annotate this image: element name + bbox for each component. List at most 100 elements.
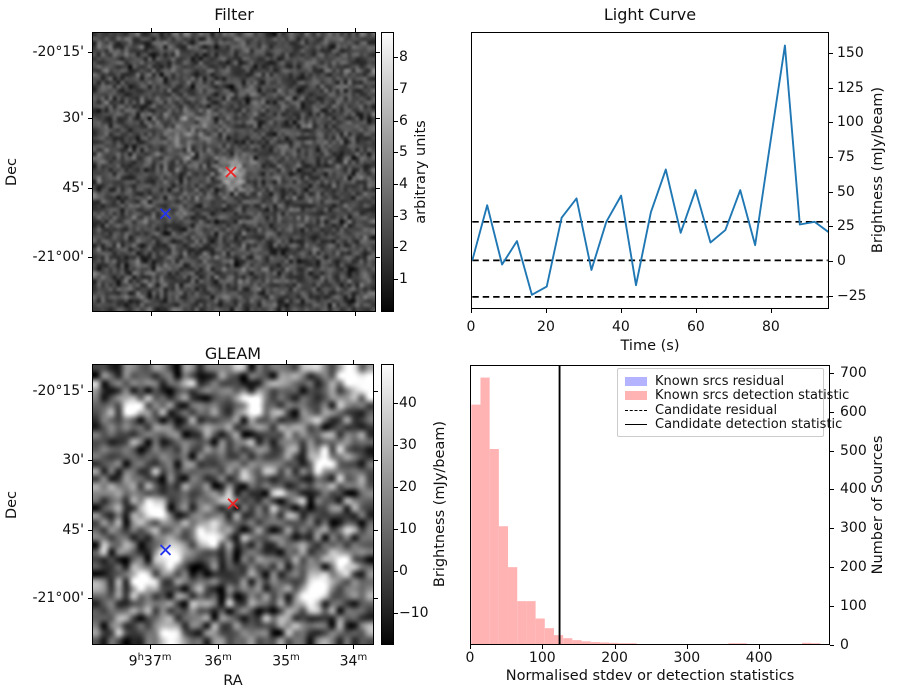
tick-mark — [829, 226, 833, 228]
tick-mark — [471, 309, 472, 313]
tick-label: 300 — [673, 650, 701, 666]
histogram-bar — [489, 449, 499, 644]
tick-mark — [470, 645, 471, 649]
tick-mark — [286, 360, 288, 364]
tick-mark — [88, 118, 92, 120]
tick-mark — [287, 312, 289, 316]
tick-label: 400 — [840, 481, 867, 498]
histogram-bar — [517, 601, 527, 644]
tick-mark — [287, 28, 289, 32]
tick-label: 4 — [399, 175, 408, 192]
tick-label: 30 — [399, 436, 417, 453]
candidate-detection-solid-line-swatch — [625, 424, 647, 426]
tick-mark — [770, 309, 772, 313]
tick-mark — [355, 28, 357, 32]
gleam-colorbar — [381, 364, 394, 645]
tick-mark — [394, 487, 398, 489]
tick-label: 0 — [840, 637, 849, 653]
tick-mark — [830, 450, 834, 452]
filter-colorbar — [381, 32, 394, 312]
gleam-marker-overlay — [159, 498, 239, 556]
tick-mark — [374, 460, 378, 462]
tick-mark — [394, 120, 398, 122]
tick-label: 200 — [840, 559, 867, 576]
tick-mark — [376, 118, 380, 120]
histogram-bar — [728, 643, 738, 644]
tick-mark — [88, 598, 92, 600]
tick-label: 100 — [840, 598, 867, 615]
tick-mark — [88, 51, 92, 53]
tick-label: 5 — [399, 144, 408, 161]
tick-mark — [829, 261, 833, 262]
tick-label: 75 — [837, 148, 855, 165]
lightcurve-series — [472, 44, 828, 296]
histogram-bar — [811, 643, 821, 644]
histogram-bar — [609, 642, 619, 644]
tick-mark — [88, 460, 92, 462]
tick-mark — [394, 613, 398, 615]
histogram-bar — [508, 567, 518, 644]
histogram-bar — [544, 628, 554, 644]
gleam-image — [92, 364, 374, 645]
tick-mark — [150, 645, 152, 649]
tick-label: −10 — [399, 605, 429, 622]
tick-label: 20 — [537, 319, 555, 335]
tick-label: 1 — [399, 270, 408, 287]
histogram-bar — [599, 642, 610, 644]
histogram-bar — [535, 618, 545, 644]
histogram-bar — [737, 643, 747, 644]
tick-mark — [355, 312, 357, 316]
legend-item-known-detection: Known srcs detection statistic — [625, 388, 849, 403]
tick-mark — [829, 295, 833, 297]
tick-mark — [394, 152, 398, 154]
gleam-colorbar-label: Brightness (mJy/beam) — [432, 420, 448, 588]
tick-label: 20 — [399, 479, 417, 496]
tick-label: 45' — [62, 521, 84, 538]
tick-mark — [830, 645, 834, 646]
tick-label: 10 — [399, 521, 417, 538]
tick-label: -20°15' — [32, 43, 84, 60]
histogram-bar — [618, 643, 628, 644]
tick-mark — [374, 598, 378, 600]
tick-label: 3 — [399, 207, 408, 224]
filter-colorbar-label: arbitrary units — [413, 120, 429, 224]
tick-label: 2 — [399, 239, 408, 256]
tick-mark — [614, 645, 616, 649]
reference-cross — [159, 208, 172, 220]
tick-mark — [88, 529, 92, 531]
tick-mark — [829, 156, 833, 158]
tick-label: -20°15' — [32, 382, 84, 399]
tick-label: 8 — [399, 49, 408, 66]
tick-mark — [830, 606, 834, 608]
known-detection-swatch — [625, 391, 647, 401]
lightcurve-yaxis-label: Brightness (mJy/beam) — [870, 86, 886, 254]
tick-mark — [829, 87, 833, 89]
tick-mark — [542, 645, 544, 649]
histogram-bar — [553, 635, 564, 644]
histogram-bar — [526, 601, 536, 644]
tick-mark — [353, 645, 355, 649]
lightcurve-xaxis-label: Time (s) — [620, 338, 680, 354]
filter-marker-overlay — [159, 166, 237, 220]
tick-label: 400 — [745, 650, 773, 666]
tick-mark — [830, 489, 834, 491]
tick-mark — [376, 257, 380, 259]
tick-label: 25 — [837, 218, 855, 235]
tick-mark — [353, 360, 355, 364]
tick-mark — [829, 52, 833, 54]
tick-mark — [829, 191, 833, 193]
gleam-title: GLEAM — [204, 344, 262, 363]
tick-label: 100 — [528, 650, 556, 666]
tick-label: 600 — [840, 403, 867, 420]
gleam-dec-axis-label: Dec — [4, 490, 20, 520]
histogram-bar — [802, 642, 812, 644]
tick-mark — [829, 122, 833, 124]
gleam-ra-axis-label: RA — [223, 673, 243, 689]
known-residual-swatch — [625, 376, 647, 386]
tick-label: 100 — [837, 114, 864, 131]
tick-label: 30' — [62, 110, 84, 127]
tick-mark — [88, 257, 92, 259]
candidate-cross — [227, 498, 239, 510]
reference-cross — [159, 544, 172, 556]
